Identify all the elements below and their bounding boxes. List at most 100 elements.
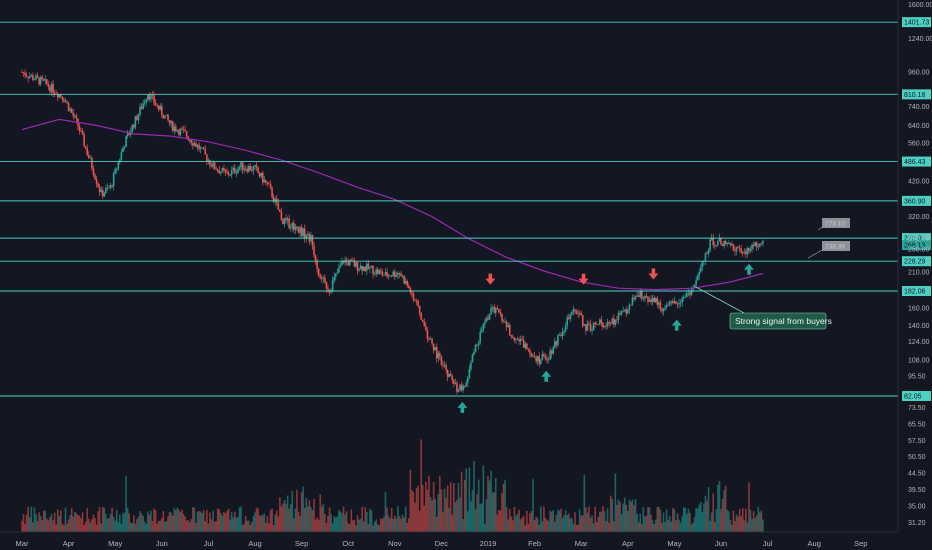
volume-bar (563, 515, 565, 532)
volume-bar (229, 519, 231, 532)
candle (280, 207, 283, 222)
volume-bar (532, 479, 534, 532)
candle (628, 303, 631, 315)
volume-bar (114, 520, 116, 532)
volume-bar (524, 525, 527, 532)
candle (508, 322, 511, 336)
volume-bar (645, 515, 648, 532)
candle (366, 260, 368, 276)
candle (574, 308, 576, 315)
volume-bar (403, 517, 405, 532)
volume-bar (199, 511, 202, 532)
volume-bar (126, 507, 129, 532)
level-label: 228.29 (904, 259, 926, 266)
volume-bar (675, 520, 677, 532)
volume-bar (729, 519, 732, 532)
candle (238, 165, 241, 171)
candle (181, 126, 183, 131)
candle (92, 165, 95, 177)
volume-bar (701, 512, 704, 532)
volume-bar (173, 508, 176, 532)
candle (64, 97, 67, 103)
candle (627, 308, 629, 315)
volume-bar (594, 506, 596, 532)
candle (515, 337, 517, 345)
candle (35, 73, 37, 81)
volume-bar (392, 519, 395, 532)
candle (122, 145, 124, 153)
volume-bar (80, 518, 82, 532)
volume-bar (700, 501, 702, 532)
volume-bar (157, 520, 160, 532)
candle (185, 130, 188, 139)
candle (339, 261, 342, 269)
volume-bar (670, 521, 673, 532)
candle (672, 298, 674, 305)
volume-bar (247, 520, 250, 532)
candle (521, 335, 523, 341)
volume-bar (720, 509, 722, 532)
volume-bar (319, 494, 322, 532)
volume-bar (654, 519, 657, 532)
candle (580, 310, 582, 316)
candle (586, 319, 589, 331)
volume-bar (184, 516, 186, 532)
candle (234, 163, 236, 175)
volume-bar (609, 495, 612, 532)
candle (757, 243, 760, 251)
candle (257, 166, 259, 174)
volume-bar (687, 508, 690, 532)
candle (713, 241, 716, 250)
volume-bar (476, 493, 478, 532)
volume-bar (549, 510, 551, 532)
volume-bar (167, 516, 169, 532)
candle (261, 170, 264, 186)
candle (451, 374, 454, 384)
candle (644, 294, 646, 303)
volume-bar (406, 523, 409, 532)
volume-bar (533, 520, 536, 532)
volume-bar (588, 506, 590, 532)
candle (115, 167, 118, 174)
volume-bar (404, 506, 407, 532)
candle (179, 127, 182, 137)
volume-bar (100, 523, 103, 532)
volume-bar (103, 507, 106, 532)
volume-bar (308, 500, 311, 532)
candle (39, 75, 42, 87)
volume-bar (446, 485, 449, 532)
candle (667, 301, 669, 306)
volume-bar (628, 499, 631, 532)
volume-bar (748, 482, 750, 532)
volume-bar (493, 492, 496, 532)
candle (63, 97, 65, 104)
volume-bar (238, 507, 241, 532)
y-tick-label: 1600.00 (908, 2, 932, 9)
candle (313, 241, 315, 259)
candle (603, 325, 606, 328)
volume-bar (467, 511, 469, 532)
candle (656, 296, 659, 308)
candle (100, 186, 103, 194)
sell-arrow-icon (485, 273, 496, 285)
level-label: 486.43 (904, 159, 926, 166)
candle (460, 381, 463, 392)
volume-bar (429, 497, 432, 532)
volume-bar (305, 497, 308, 532)
candle (453, 378, 455, 388)
volume-bar (369, 508, 371, 532)
candle (123, 145, 126, 151)
candle (294, 223, 297, 234)
volume-bar (86, 507, 89, 532)
candle (210, 162, 213, 168)
volume-bar (592, 523, 595, 532)
candle (302, 227, 304, 239)
volume-bar (496, 514, 499, 532)
volume-bar (123, 512, 126, 532)
candle (375, 267, 377, 278)
volume-bar (465, 468, 468, 532)
volume-bar (134, 523, 137, 532)
x-tick-label: Aug (808, 539, 821, 548)
candle (111, 184, 113, 189)
volume-bar (212, 510, 214, 532)
